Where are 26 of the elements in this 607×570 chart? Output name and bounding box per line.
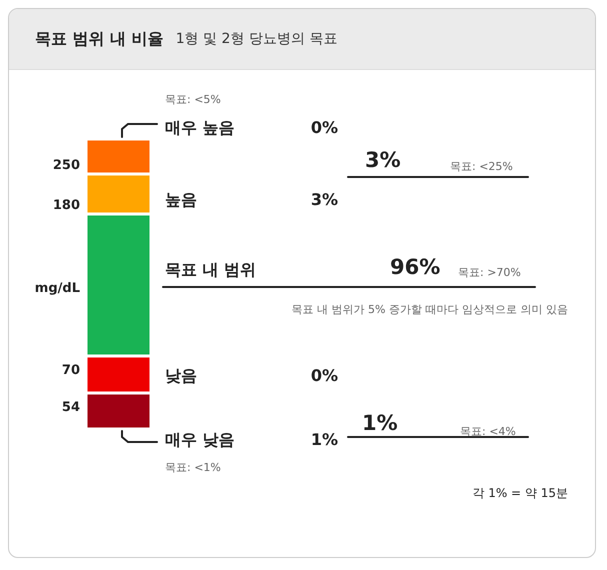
text: 목표: <1% xyxy=(165,461,221,474)
text: 목표 내 범위가 5% 증가할 때마다 임상적으로 의미 있음 xyxy=(292,303,568,316)
category-label: 낮음 xyxy=(165,366,197,385)
text: 각 1% = 약 15분 xyxy=(472,486,568,500)
text: 180 xyxy=(52,198,80,213)
category-label: 목표 내 범위 xyxy=(165,260,256,279)
text: mg/dL xyxy=(34,281,80,296)
text: 목표 범위 내 비율 xyxy=(35,28,164,50)
category-label: 매우 높음 xyxy=(165,118,235,137)
text: 3% xyxy=(365,148,401,172)
text: 목표: >70% xyxy=(458,266,521,279)
text: 목표: <5% xyxy=(165,93,221,106)
data-label: 96% xyxy=(390,255,440,279)
text: 1% xyxy=(362,411,398,435)
category-label: 매우 낮음 xyxy=(165,430,235,449)
text: 목표: <25% xyxy=(450,160,513,173)
data-label: 1% xyxy=(310,430,338,449)
data-label: 0% xyxy=(310,366,338,385)
text: 1형 및 2형 당뇨병의 목표 xyxy=(176,30,338,48)
data-label: 3% xyxy=(310,190,338,209)
text: 목표: <4% xyxy=(460,425,516,438)
text: 70 xyxy=(62,363,80,378)
text: 250 xyxy=(52,158,80,173)
category-label: 높음 xyxy=(165,190,197,209)
text: 54 xyxy=(62,400,80,415)
data-label: 0% xyxy=(310,118,338,137)
